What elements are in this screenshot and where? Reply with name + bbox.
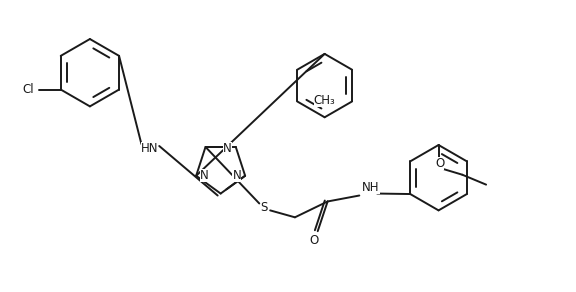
Text: N: N	[200, 169, 209, 182]
Text: N: N	[223, 142, 232, 155]
Text: HN: HN	[141, 142, 158, 155]
Text: O: O	[435, 157, 444, 170]
Text: N: N	[233, 169, 241, 182]
Text: CH₃: CH₃	[314, 94, 336, 107]
Text: S: S	[260, 201, 268, 214]
Text: NH: NH	[362, 180, 380, 194]
Text: Cl: Cl	[22, 83, 34, 96]
Text: O: O	[309, 234, 319, 247]
